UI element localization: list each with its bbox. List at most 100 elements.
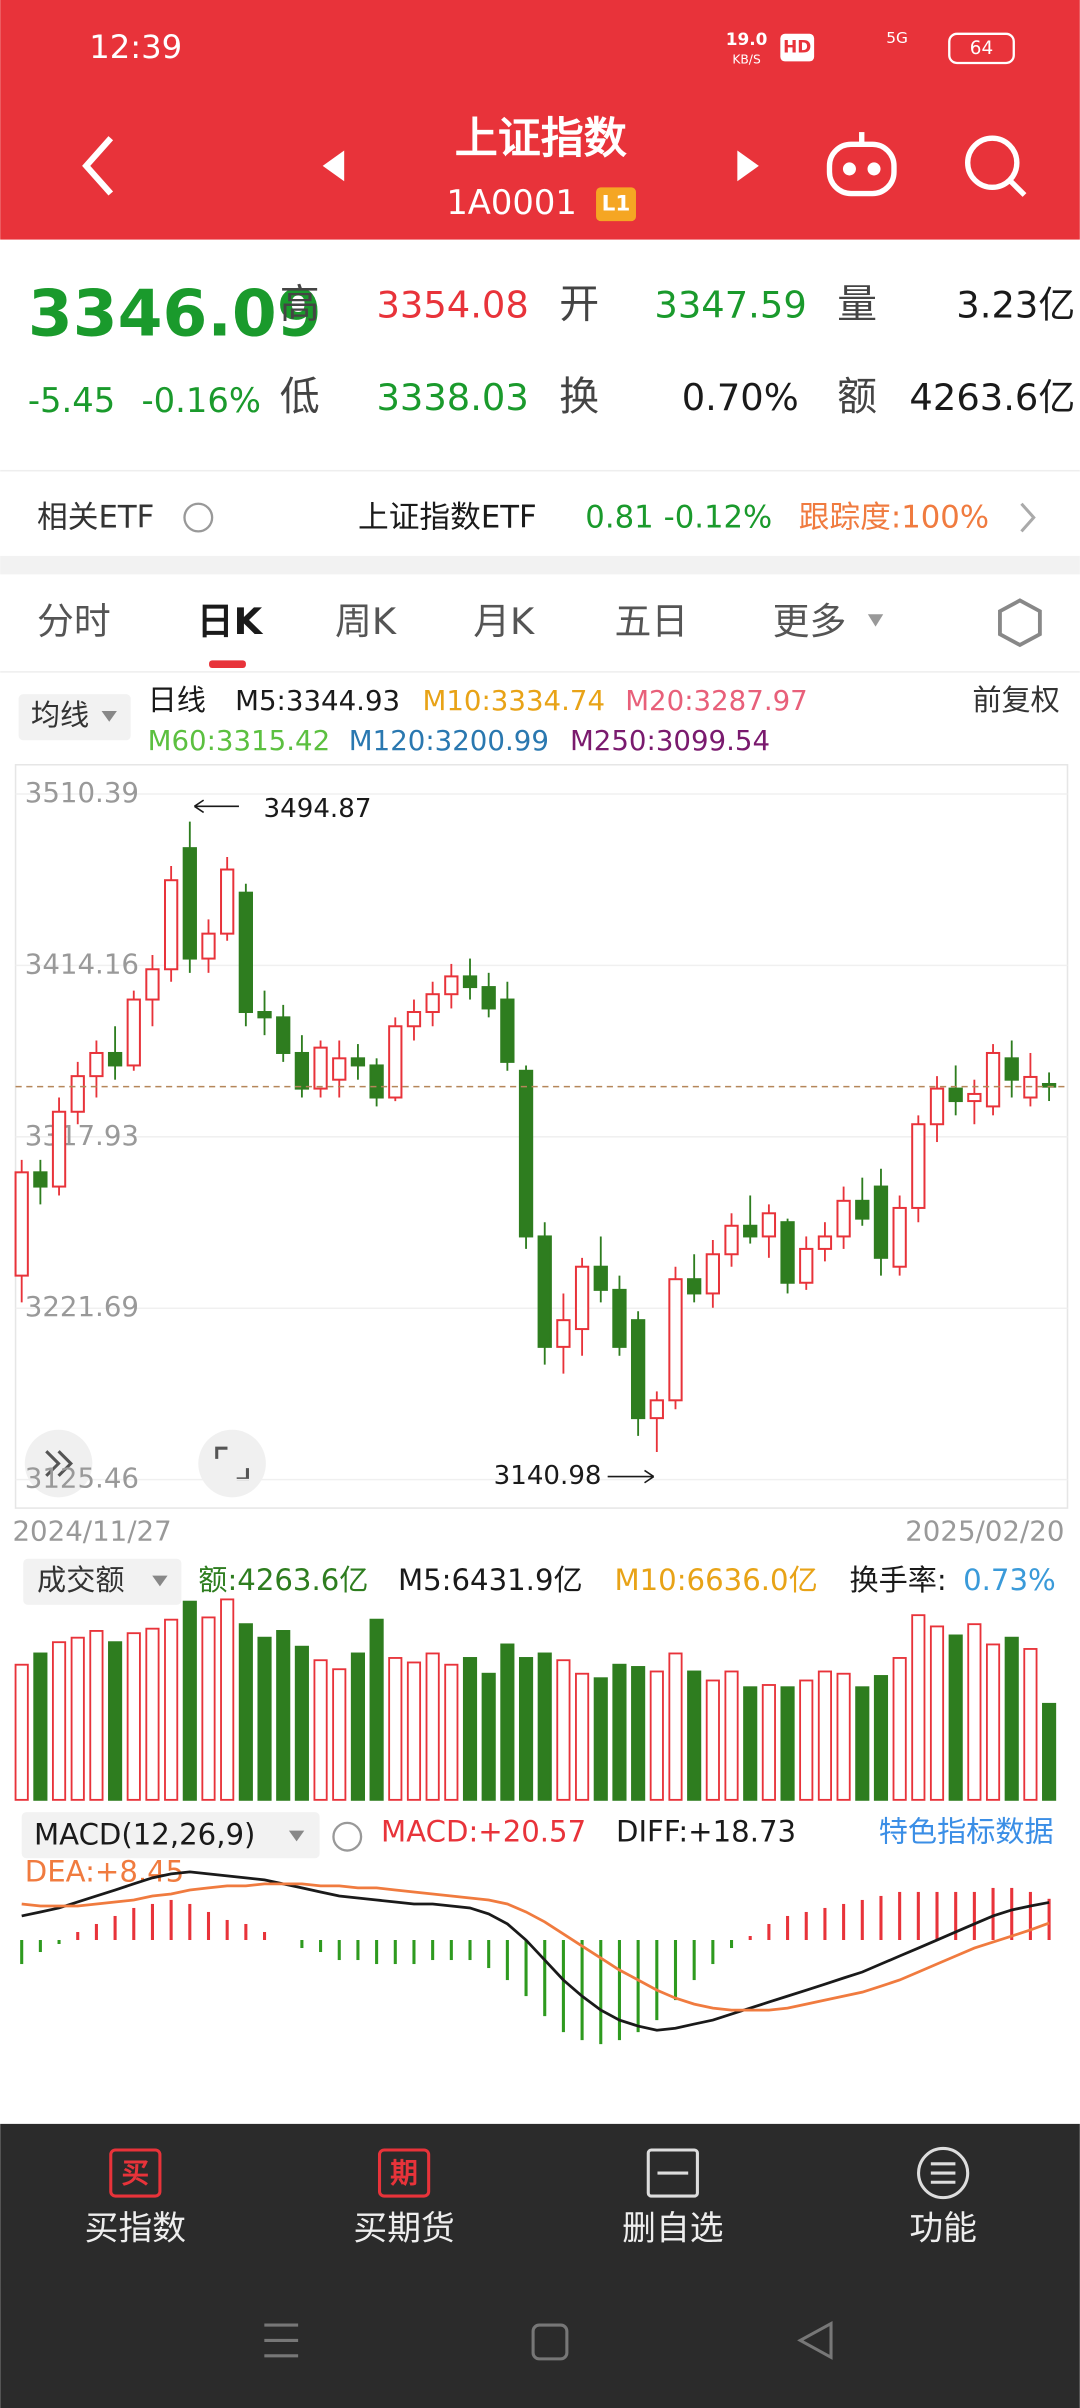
- macd-line: [21, 1870, 1050, 2032]
- volume-bar: [1023, 1648, 1038, 1801]
- dropdown-arrow: [101, 711, 117, 722]
- quote-value: 4263.6亿: [909, 376, 1075, 419]
- volume-bar: [201, 1616, 216, 1801]
- candle-body: [574, 1265, 590, 1331]
- etf-price: 0.81: [585, 500, 653, 536]
- status-speed-unit: KB/S: [732, 52, 761, 66]
- nav-label[interactable]: 功能: [909, 2208, 977, 2247]
- tab[interactable]: 周K: [335, 600, 397, 643]
- nav-icon: 期: [390, 2157, 418, 2190]
- dropdown-arrow: [152, 1575, 168, 1587]
- search-button[interactable]: [965, 135, 1027, 197]
- battery: [948, 32, 1015, 65]
- volume-bar: [911, 1614, 926, 1801]
- volume-legend: M5:6431.9亿: [398, 1563, 583, 1597]
- candle-body: [462, 975, 478, 989]
- candle-body: [406, 1011, 422, 1028]
- volume-bar: [14, 1663, 29, 1801]
- volume-bar: [612, 1663, 627, 1801]
- candle-body: [369, 1064, 384, 1099]
- volume-bar: [873, 1675, 889, 1801]
- volume-bar: [350, 1652, 365, 1801]
- volume-bar: [799, 1679, 814, 1801]
- robot-button[interactable]: [826, 132, 897, 197]
- quote-value: 3338.03: [376, 376, 528, 419]
- macd-selector[interactable]: [21, 1812, 320, 1859]
- volume-legend: M10:6636.0亿: [614, 1563, 817, 1597]
- candle-body: [313, 1046, 328, 1090]
- volume-bar: [929, 1625, 945, 1801]
- status-net: 5G: [886, 29, 908, 47]
- low-arrow: [607, 1469, 655, 1484]
- next-button[interactable]: [737, 150, 759, 182]
- volume-bar: [817, 1670, 832, 1801]
- level-badge: [596, 187, 636, 222]
- chevron[interactable]: [1020, 502, 1036, 533]
- etf-tracking: 跟踪度:100%: [799, 500, 989, 536]
- macd-link[interactable]: 特色指标数据: [879, 1815, 1054, 1849]
- volume-bar: [369, 1618, 384, 1801]
- back-button[interactable]: [82, 136, 114, 196]
- volume-selector[interactable]: [23, 1558, 182, 1605]
- tab[interactable]: 更多: [773, 600, 847, 643]
- dropdown-arrow: [288, 1830, 305, 1842]
- tab[interactable]: 五日: [614, 600, 688, 643]
- candle-body: [294, 1051, 310, 1090]
- candle-body: [518, 1069, 534, 1238]
- help-icon[interactable]: [183, 502, 214, 533]
- volume-bar: [518, 1657, 534, 1801]
- help-icon[interactable]: [332, 1821, 363, 1852]
- volume-bar: [294, 1645, 309, 1801]
- tab[interactable]: 日K: [197, 600, 264, 643]
- candle-body: [14, 1171, 29, 1277]
- nav-label[interactable]: 删自选: [622, 2208, 723, 2247]
- macd-line: [21, 1882, 1050, 2012]
- etf-change: -0.12%: [664, 500, 773, 536]
- period-label: 日线: [148, 683, 206, 717]
- settings-button[interactable]: [998, 598, 1042, 648]
- candle-body: [705, 1253, 720, 1295]
- volume-bar: [425, 1652, 440, 1801]
- prev-button[interactable]: [322, 150, 345, 182]
- divider: [0, 469, 1080, 472]
- ma-legend: M250:3099.54: [570, 724, 770, 757]
- candle-body: [817, 1235, 833, 1250]
- high-arrow: [193, 799, 239, 814]
- volume-bar: [444, 1663, 459, 1801]
- candle-body: [51, 1110, 67, 1188]
- ma-legend: M20:3287.97: [625, 684, 808, 717]
- candle-body: [836, 1199, 851, 1238]
- indicator-label: 均线: [31, 698, 89, 732]
- volume-bar: [182, 1600, 197, 1801]
- volume-bar: [313, 1659, 328, 1801]
- candle-body: [201, 932, 216, 960]
- candle-body: [481, 986, 496, 1010]
- divider: [0, 671, 1080, 673]
- candle-body: [107, 1051, 123, 1067]
- tab[interactable]: 分时: [37, 600, 111, 643]
- quote-label: 高: [280, 282, 320, 328]
- hd-badge: [780, 33, 815, 62]
- system-nav[interactable]: [264, 2320, 833, 2361]
- volume-bar: [724, 1670, 739, 1801]
- volume-bar: [481, 1672, 496, 1801]
- buy-icon: [109, 2148, 162, 2198]
- tab-indicator: [209, 660, 246, 669]
- volume-bar: [51, 1641, 67, 1801]
- tab[interactable]: 月K: [473, 600, 535, 643]
- change-pct: -0.16%: [141, 381, 260, 420]
- ma-selector[interactable]: [18, 694, 131, 741]
- candle-body: [145, 968, 160, 1001]
- etf-label: 相关ETF: [37, 500, 154, 536]
- volume-bar: [892, 1657, 907, 1801]
- candle-body: [967, 1092, 982, 1103]
- candle-body: [985, 1051, 1001, 1108]
- candle-body: [182, 847, 197, 960]
- zoom-controls[interactable]: [24, 1429, 266, 1498]
- candle-body: [163, 879, 179, 971]
- volume-bar: [967, 1623, 982, 1801]
- nav-label[interactable]: 买指数: [85, 2208, 186, 2247]
- nav-label[interactable]: 买期货: [353, 2208, 454, 2247]
- candle-body: [276, 1016, 291, 1054]
- volume-bar: [556, 1659, 571, 1801]
